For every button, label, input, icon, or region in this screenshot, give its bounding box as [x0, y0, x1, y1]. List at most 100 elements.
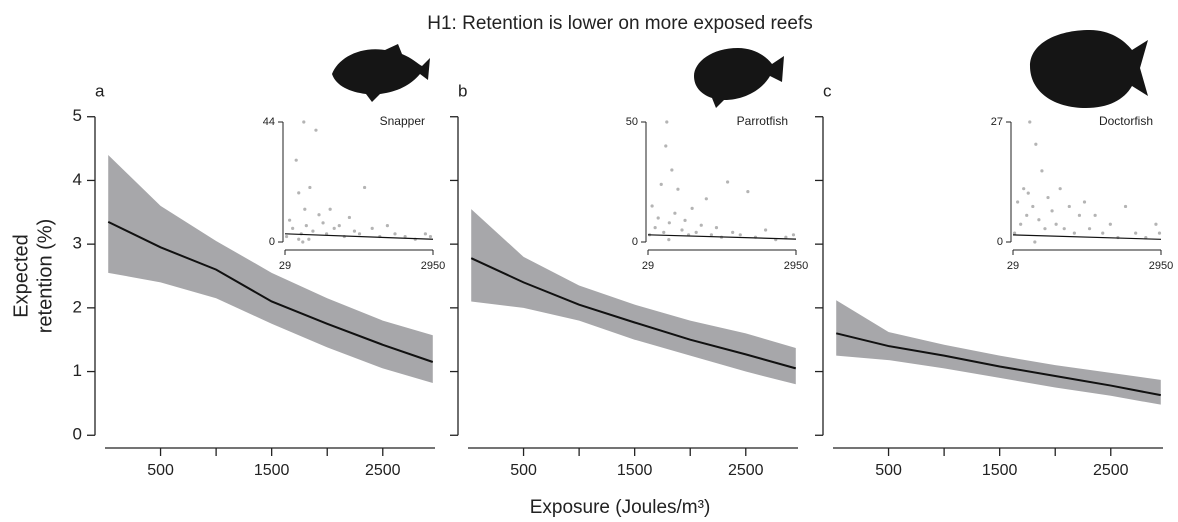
scatter-point	[714, 226, 719, 230]
inset-x-tick-label: 2950	[421, 260, 445, 272]
scatter-point	[738, 233, 742, 237]
scatter-point	[1054, 222, 1058, 226]
scatter-point	[1093, 213, 1097, 217]
inset-fit-line	[284, 233, 434, 240]
x-tick-label: 1500	[617, 462, 653, 479]
y-tick-label: 2	[73, 297, 82, 316]
scatter-point	[1019, 222, 1023, 226]
scatter-point	[1026, 191, 1030, 195]
inset-title: Parrotfish	[737, 114, 788, 128]
scatter-point	[1040, 169, 1044, 173]
inset-title: Doctorfish	[1099, 114, 1153, 128]
scatter-point	[1101, 231, 1105, 235]
confidence-band	[471, 209, 796, 385]
scatter-point	[1012, 231, 1017, 235]
scatter-point	[1077, 213, 1082, 217]
panel-label: a	[95, 81, 105, 100]
scatter-point	[683, 218, 687, 222]
inset-x-tick-label: 29	[279, 260, 291, 272]
scatter-point	[1034, 142, 1038, 146]
inset-x-tick-label: 29	[642, 260, 654, 272]
scatter-point	[428, 234, 433, 239]
scatter-point	[347, 215, 351, 220]
fit-line	[107, 220, 434, 363]
scatter-point	[303, 207, 307, 211]
scatter-point	[1025, 213, 1029, 217]
scatter-point	[352, 229, 357, 233]
scatter-point	[659, 182, 663, 186]
scatter-point	[653, 226, 657, 230]
scatter-point	[328, 207, 332, 211]
fish-icon	[1030, 30, 1148, 108]
scatter-point	[297, 191, 301, 195]
y-tick-label: 3	[73, 234, 82, 253]
inset-x-tick-label: 29	[1007, 260, 1019, 272]
scatter-point	[385, 224, 389, 228]
confidence-band	[108, 154, 433, 384]
scatter-point	[1022, 187, 1026, 191]
scatter-point	[321, 221, 325, 225]
scatter-point	[667, 221, 671, 225]
fish-icon	[694, 48, 784, 108]
scatter-point	[725, 180, 730, 184]
scatter-point	[357, 232, 362, 236]
scatter-point	[1108, 222, 1112, 226]
scatter-point	[370, 226, 374, 230]
x-tick-label: 2500	[1093, 462, 1129, 479]
scatter-point	[284, 234, 289, 239]
scatter-point	[699, 223, 703, 227]
scatter-point	[746, 190, 750, 194]
scatter-point	[665, 120, 669, 124]
x-tick-label: 500	[510, 462, 537, 479]
scatter-point	[662, 230, 666, 234]
scatter-point	[784, 235, 788, 239]
inset-y-tick-label: 44	[263, 116, 275, 128]
scatter-point	[304, 224, 308, 228]
scatter-point	[673, 211, 677, 215]
scatter-point	[362, 185, 367, 190]
scatter-point	[664, 144, 668, 148]
scatter-point	[403, 234, 407, 239]
scatter-point	[1046, 195, 1050, 200]
scatter-point	[656, 216, 660, 220]
inset-y-tick-label: 27	[991, 116, 1003, 128]
chart-title: H1: Retention is lower on more exposed r…	[427, 13, 812, 34]
scatter-point	[667, 238, 671, 242]
confidence-band	[836, 300, 1161, 405]
scatter-point	[1154, 222, 1158, 226]
scatter-point	[1123, 204, 1128, 209]
scatter-point	[680, 228, 684, 232]
inset-y-tick-label: 0	[997, 236, 1003, 248]
scatter-point	[288, 218, 292, 222]
scatter-point	[324, 232, 329, 236]
scatter-point	[1043, 227, 1047, 231]
scatter-point	[297, 237, 301, 241]
fish-icon	[332, 44, 430, 102]
scatter-point	[423, 232, 427, 236]
x-tick-label: 2500	[365, 462, 401, 479]
scatter-point	[709, 233, 713, 237]
scatter-point	[731, 230, 735, 234]
inset-y-tick-label: 0	[269, 236, 275, 248]
scatter-point	[291, 226, 295, 230]
scatter-point	[763, 228, 768, 232]
y-tick-label: 0	[73, 425, 82, 444]
scatter-point	[676, 187, 680, 191]
scatter-point	[1072, 231, 1076, 235]
scatter-point	[1058, 187, 1062, 191]
y-axis-label: retention (%)	[34, 219, 56, 334]
inset-x-tick-label: 2950	[1149, 260, 1173, 272]
y-axis-label: Expected	[10, 234, 32, 317]
inset-x-tick-label: 2950	[784, 260, 808, 272]
scatter-point	[694, 230, 698, 234]
y-tick-label: 4	[73, 170, 82, 189]
scatter-point	[1134, 231, 1138, 235]
inset-y-tick-label: 0	[632, 236, 638, 248]
inset-fit-line	[647, 234, 797, 240]
scatter-point	[704, 197, 708, 201]
scatter-point	[1028, 120, 1032, 124]
scatter-point	[314, 128, 318, 132]
y-tick-label: 5	[73, 106, 82, 125]
scatter-point	[791, 233, 796, 237]
